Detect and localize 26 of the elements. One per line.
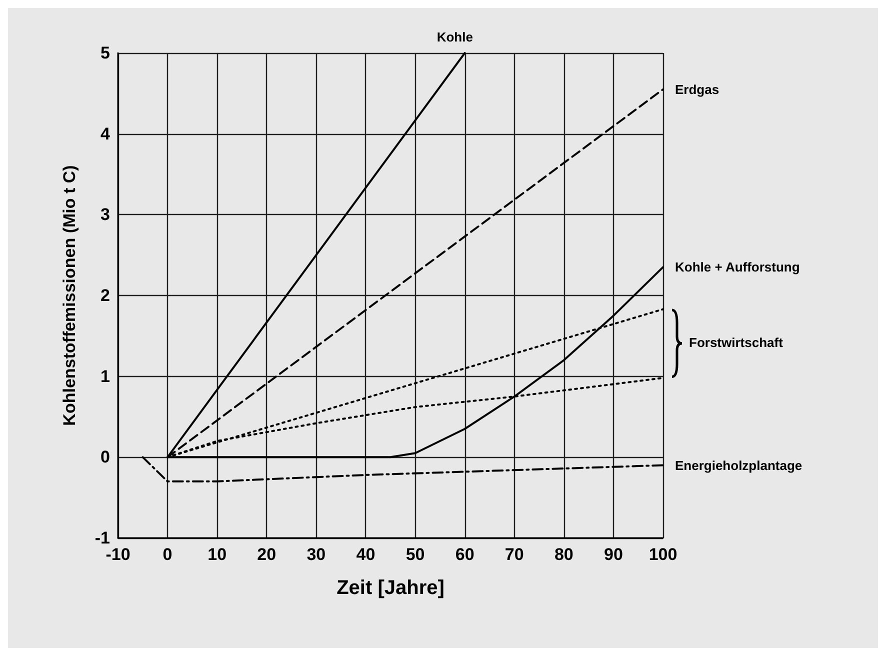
x-tick-label: 100: [648, 545, 678, 564]
x-tick-label: 80: [554, 545, 574, 564]
x-tick-label: 60: [455, 545, 474, 564]
y-tick-label: 4: [100, 124, 111, 144]
x-tick-label: 40: [356, 545, 376, 564]
x-tick-label: 20: [257, 545, 276, 564]
x-tick-label: -10: [106, 545, 130, 564]
x-tick-label: 70: [504, 545, 524, 564]
x-tick-label: 50: [406, 545, 425, 564]
text: Forstwirtschaft: [689, 334, 783, 350]
x-tick-label: 30: [306, 545, 326, 564]
x-tick-label: 90: [604, 545, 623, 564]
series-label: Energieholzplantage: [675, 458, 802, 473]
y-tick-label: 0: [100, 448, 110, 467]
y-axis-title: Kohlenstoffemissionen (Mio t C): [60, 165, 79, 426]
y-tick-label: -1: [94, 528, 110, 548]
series-label: Erdgas: [675, 82, 720, 97]
x-axis-title: Zeit [Jahre]: [336, 577, 444, 599]
x-tick-label: 10: [208, 545, 227, 564]
y-tick-label: 2: [100, 286, 110, 305]
y-tick-label: 1: [100, 366, 110, 386]
series-label: Kohle + Aufforstung: [675, 260, 800, 275]
y-tick-label: 3: [100, 205, 110, 224]
series-label: Kohle: [436, 30, 473, 44]
y-tick-label: 5: [100, 44, 110, 62]
x-tick-label: 0: [162, 545, 172, 564]
